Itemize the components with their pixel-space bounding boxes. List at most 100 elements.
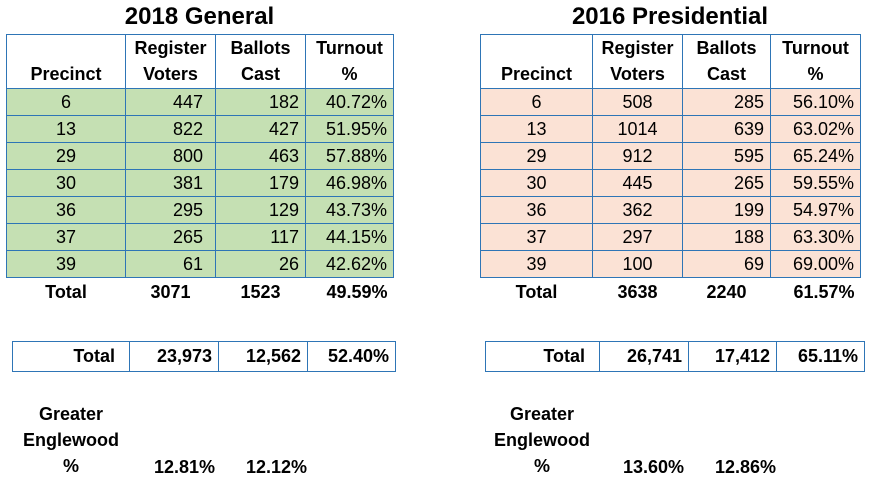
cell-precinct: 29	[6, 142, 126, 170]
table-row: 36 362 199 54.97%	[480, 196, 861, 224]
header-precinct: Precinct	[6, 34, 126, 89]
header-row: Precinct Register Voters Ballots Cast Turn…	[6, 34, 394, 89]
total-turnout: 61.57%	[770, 277, 861, 308]
cell-registered: 800	[125, 142, 216, 170]
cell-registered: 100	[592, 250, 683, 278]
cell-turnout: 65.24%	[770, 142, 861, 170]
cell-precinct: 39	[6, 250, 126, 278]
total-label: Total	[6, 277, 126, 308]
greater-ballots-pct: 12.86%	[715, 457, 777, 477]
cell-ballots: 117	[215, 223, 306, 251]
overall-ballots: 17,412	[688, 341, 777, 372]
table-row: 30 445 265 59.55%	[480, 169, 861, 197]
cell-precinct: 30	[6, 169, 126, 197]
cell-precinct: 13	[6, 115, 126, 143]
table-row: 30 381 179 46.98%	[6, 169, 394, 197]
table-row: 13 1014 639 63.02%	[480, 115, 861, 143]
cell-precinct: 13	[480, 115, 593, 143]
cell-turnout: 42.62%	[305, 250, 394, 278]
cell-ballots: 639	[682, 115, 771, 143]
cell-precinct: 29	[480, 142, 593, 170]
table-row: 6 508 285 56.10%	[480, 88, 861, 116]
cell-turnout: 46.98%	[305, 169, 394, 197]
header-ballots: Ballots Cast	[682, 34, 771, 89]
cell-turnout: 57.88%	[305, 142, 394, 170]
cell-registered: 297	[592, 223, 683, 251]
cell-ballots: 182	[215, 88, 306, 116]
header-turnout: Turnout%	[305, 34, 394, 89]
total-registered: 3071	[125, 277, 216, 308]
overall-label: Total	[485, 341, 600, 372]
header-registered: Register Voters	[125, 34, 216, 89]
table-row: 36 295 129 43.73%	[6, 196, 394, 224]
cell-precinct: 30	[480, 169, 593, 197]
table-row: 37 265 117 44.15%	[6, 223, 394, 251]
cell-registered: 61	[125, 250, 216, 278]
total-turnout: 49.59%	[305, 277, 394, 308]
total-ballots: 2240	[682, 277, 771, 308]
cell-turnout: 44.15%	[305, 223, 394, 251]
overall-total-box: Total 26,741 17,412 65.11%	[485, 341, 865, 372]
table-row: 37 297 188 63.30%	[480, 223, 861, 251]
header-registered: Register Voters	[592, 34, 683, 89]
cell-precinct: 6	[480, 88, 593, 116]
overall-ballots: 12,562	[218, 341, 308, 372]
table-row: 6 447 182 40.72%	[6, 88, 394, 116]
cell-ballots: 26	[215, 250, 306, 278]
cell-registered: 295	[125, 196, 216, 224]
cell-registered: 1014	[592, 115, 683, 143]
header-row: Precinct Register Voters Ballots Cast Turn…	[480, 34, 861, 89]
greater-englewood-label: Greater Englewood %	[23, 404, 119, 476]
cell-turnout: 56.10%	[770, 88, 861, 116]
cell-ballots: 265	[682, 169, 771, 197]
cell-ballots: 69	[682, 250, 771, 278]
cell-turnout: 43.73%	[305, 196, 394, 224]
header-precinct: Precinct	[480, 34, 593, 89]
cell-precinct: 39	[480, 250, 593, 278]
cell-ballots: 129	[215, 196, 306, 224]
cell-ballots: 179	[215, 169, 306, 197]
cell-registered: 445	[592, 169, 683, 197]
table-row: 29 912 595 65.24%	[480, 142, 861, 170]
cell-turnout: 54.97%	[770, 196, 861, 224]
overall-turnout: 52.40%	[307, 341, 396, 372]
cell-registered: 447	[125, 88, 216, 116]
greater-registered-pct: 12.81%	[154, 457, 216, 477]
precinct-table: Precinct Register Voters Ballots Cast Turn…	[6, 34, 394, 308]
total-row: Total 3638 2240 61.57%	[480, 277, 861, 308]
greater-englewood-label: Greater Englewood %	[494, 404, 590, 476]
cell-precinct: 37	[6, 223, 126, 251]
greater-registered-pct: 13.60%	[623, 457, 685, 477]
table-row: 29 800 463 57.88%	[6, 142, 394, 170]
cell-registered: 381	[125, 169, 216, 197]
cell-precinct: 6	[6, 88, 126, 116]
cell-ballots: 463	[215, 142, 306, 170]
greater-ballots-pct: 12.12%	[246, 457, 308, 477]
cell-ballots: 427	[215, 115, 306, 143]
precinct-table: Precinct Register Voters Ballots Cast Turn…	[480, 34, 861, 308]
cell-turnout: 69.00%	[770, 250, 861, 278]
total-ballots: 1523	[215, 277, 306, 308]
panel-title: 2016 Presidential	[571, 3, 769, 30]
cell-registered: 508	[592, 88, 683, 116]
header-turnout: Turnout%	[770, 34, 861, 89]
overall-registered: 26,741	[599, 341, 689, 372]
cell-ballots: 595	[682, 142, 771, 170]
cell-registered: 912	[592, 142, 683, 170]
overall-turnout: 65.11%	[776, 341, 865, 372]
cell-registered: 362	[592, 196, 683, 224]
cell-turnout: 51.95%	[305, 115, 394, 143]
cell-precinct: 36	[480, 196, 593, 224]
overall-total-box: Total 23,973 12,562 52.40%	[12, 341, 396, 372]
panel-title: 2018 General	[124, 3, 275, 30]
cell-registered: 822	[125, 115, 216, 143]
overall-label: Total	[12, 341, 130, 372]
cell-turnout: 63.02%	[770, 115, 861, 143]
total-row: Total 3071 1523 49.59%	[6, 277, 394, 308]
table-row: 39 100 69 69.00%	[480, 250, 861, 278]
table-row: 39 61 26 42.62%	[6, 250, 394, 278]
table-row: 13 822 427 51.95%	[6, 115, 394, 143]
cell-ballots: 285	[682, 88, 771, 116]
cell-precinct: 37	[480, 223, 593, 251]
cell-ballots: 199	[682, 196, 771, 224]
